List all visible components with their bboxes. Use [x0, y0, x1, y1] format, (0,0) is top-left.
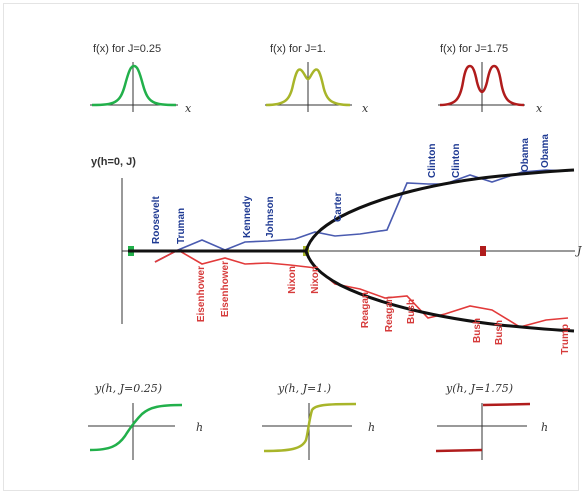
top-panel-j025: f(x) for J=0.25 x	[90, 43, 192, 115]
panel-x-label: x	[536, 102, 543, 115]
marker-darkred	[480, 246, 486, 256]
bottom-panel-j1: y(h, J=1.) h	[262, 382, 375, 460]
president-label-lower: Reagan	[384, 296, 395, 332]
president-label-lower: Nixon	[310, 266, 321, 294]
bottom-panel-j025: y(h, J=0.25) h	[88, 382, 203, 460]
main-panel: y(h=0, J) J Roosevelt Truman Kennedy Joh…	[91, 134, 582, 355]
density-curve-green	[91, 64, 177, 107]
president-label-lower: Reagan	[360, 292, 371, 328]
bottom-panel-j175: y(h, J=1.75) h	[435, 382, 548, 460]
response-curve-green	[89, 403, 183, 452]
president-label-upper: Kennedy	[242, 195, 253, 238]
top-panel-j175: f(x) for J=1.75 x	[438, 43, 543, 115]
president-label-upper: Clinton	[427, 144, 438, 178]
president-label-upper: Clinton	[451, 144, 462, 178]
upper-series-line	[154, 169, 569, 263]
main-y-label: y(h=0, J)	[91, 156, 136, 168]
response-curve-darkred-upper	[482, 402, 531, 407]
president-label-lower: Bush	[406, 299, 417, 324]
response-curve-darkred-lower	[435, 448, 483, 453]
president-label-upper: Roosevelt	[151, 196, 162, 244]
panel-x-label: h	[368, 421, 375, 434]
president-label-upper: Truman	[176, 208, 187, 244]
panel-x-label: h	[541, 421, 548, 434]
bottom-panel-title: y(h, J=1.)	[277, 382, 331, 395]
bottom-panel-title: y(h, J=1.75)	[445, 382, 513, 395]
president-label-upper: Johnson	[265, 196, 276, 238]
panel-x-label: x	[185, 102, 192, 115]
president-label-upper: Carter	[333, 192, 344, 222]
top-panel-title: f(x) for J=0.25	[93, 43, 161, 55]
panel-x-label: x	[362, 102, 369, 115]
president-label-lower: Bush	[472, 318, 483, 343]
top-panel-j1: f(x) for J=1. x	[265, 43, 369, 115]
figure-border	[3, 3, 579, 491]
top-panel-title: f(x) for J=1.75	[440, 43, 508, 55]
response-curve-olive	[263, 402, 357, 453]
president-label-lower: Eisenhower	[220, 261, 231, 317]
president-label-lower: Nixon	[287, 266, 298, 294]
president-label-lower: Eisenhower	[196, 266, 207, 322]
bottom-panel-title: y(h, J=0.25)	[94, 382, 162, 395]
top-panel-title: f(x) for J=1.	[270, 43, 326, 55]
main-right-axis-label: J	[575, 244, 582, 257]
bifurcation-upper-branch	[304, 168, 575, 252]
bifurcation-lower-branch	[304, 250, 575, 333]
panel-x-label: h	[196, 421, 203, 434]
president-label-lower: Bush	[494, 320, 505, 345]
density-curve-olive	[265, 68, 351, 107]
president-label-lower: Trump	[560, 324, 571, 355]
lower-series-line	[154, 249, 569, 328]
density-curve-darkred	[439, 64, 525, 107]
president-label-upper: Obama	[520, 138, 531, 172]
president-label-upper: Obama	[540, 134, 551, 168]
